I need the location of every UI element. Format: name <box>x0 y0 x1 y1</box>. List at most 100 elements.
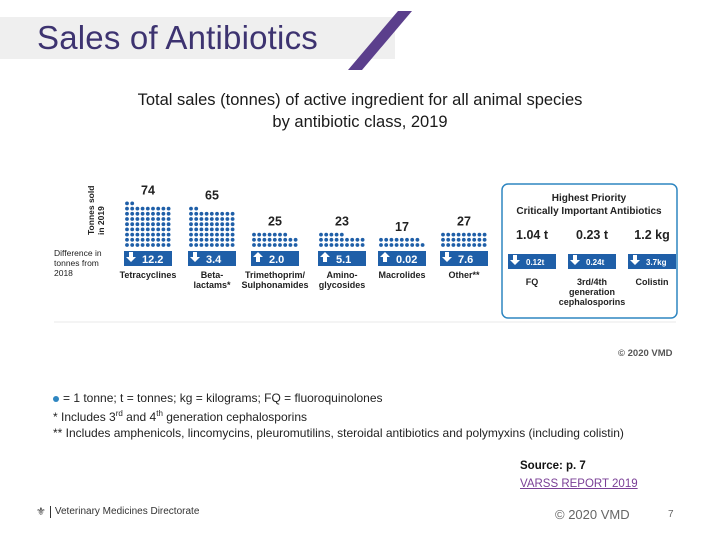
hpcia-category-label: cephalosporins <box>559 297 626 307</box>
tonne-dot <box>151 206 155 211</box>
tonne-dot <box>420 243 425 247</box>
tonne-dot <box>130 222 135 227</box>
arrow-up-icon <box>253 252 263 262</box>
tonne-dot-icon <box>53 395 59 402</box>
tonne-dot <box>130 217 135 221</box>
tonne-dot <box>156 227 161 232</box>
tonne-dot <box>204 237 209 242</box>
category-label: Sulphonamides <box>241 280 308 290</box>
tonne-dot <box>130 227 135 232</box>
arrow-down-icon <box>442 252 452 262</box>
tonne-dot <box>145 217 150 221</box>
tonne-dot <box>225 222 230 227</box>
tonne-dot <box>257 237 262 242</box>
tonne-dot <box>204 243 209 247</box>
tonne-dot <box>278 232 282 237</box>
report-link[interactable]: VARSS REPORT 2019 <box>520 478 638 490</box>
tonne-dot <box>125 211 129 216</box>
subtitle-line-1: Total sales (tonnes) of active ingredien… <box>137 91 583 109</box>
tonne-dot <box>209 237 214 242</box>
difference-value: 3.4 <box>206 254 222 266</box>
category-label: Amino- <box>327 270 358 280</box>
slide-title: Sales of Antibiotics <box>37 19 318 56</box>
tonne-dot <box>194 243 199 247</box>
tonne-dot <box>194 232 199 237</box>
footnote-1: * Includes 3rd and 4th generation cephal… <box>53 409 307 424</box>
tonne-dot <box>262 237 267 242</box>
tonne-dot <box>379 237 383 242</box>
tonne-dot <box>324 243 329 247</box>
tonne-dot <box>472 243 477 247</box>
tonne-dot <box>125 227 129 232</box>
hpcia-sales-value: 1.04 t <box>516 228 549 242</box>
tonne-dot <box>482 232 487 237</box>
hpcia-difference-box <box>568 254 616 269</box>
tonne-dot <box>209 232 214 237</box>
value-label: 23 <box>335 215 349 229</box>
tonne-dot <box>272 243 277 247</box>
tonne-dot <box>161 243 166 247</box>
hpcia-category-label: FQ <box>526 277 539 287</box>
difference-value: 0.02 <box>396 254 417 266</box>
tonne-dot <box>360 237 365 242</box>
y-axis-label: Tonnes soldin 2019 <box>86 186 106 235</box>
tonne-dot <box>189 237 193 242</box>
tonne-dot <box>166 211 171 216</box>
tonne-dot <box>230 237 235 242</box>
tonne-dot <box>189 222 193 227</box>
hpcia-difference-value: 0.24t <box>586 258 605 267</box>
tonne-dot <box>252 237 256 242</box>
tonne-dot <box>130 237 135 242</box>
category-label: Other** <box>448 270 480 280</box>
tonne-dot <box>189 232 193 237</box>
tonne-dot <box>339 237 344 242</box>
tonne-dot <box>166 232 171 237</box>
tonne-dot <box>151 237 155 242</box>
tonne-dot <box>215 232 219 237</box>
tonne-dot <box>145 222 150 227</box>
tonne-dot <box>389 237 394 242</box>
tonne-dot <box>267 243 272 247</box>
tonne-dot <box>267 237 272 242</box>
tonne-dot <box>194 222 199 227</box>
tonne-dot <box>467 243 471 247</box>
tonne-dot <box>215 227 219 232</box>
difference-box <box>188 251 236 266</box>
tonne-dot <box>257 243 262 247</box>
tonne-dot <box>215 217 219 221</box>
tonne-dot <box>156 243 161 247</box>
tonne-dot <box>355 237 360 242</box>
tonne-dot <box>189 227 193 232</box>
footnote-2: ** Includes amphenicols, lincomycins, pl… <box>53 426 624 440</box>
tonne-dot <box>472 232 477 237</box>
tonne-dot <box>135 211 140 216</box>
title-band <box>0 17 395 59</box>
tonne-dot <box>209 222 214 227</box>
tonne-dot <box>339 232 344 237</box>
value-label: 74 <box>141 183 155 197</box>
tonne-dot <box>140 217 145 221</box>
tonne-dot <box>319 232 323 237</box>
tonne-dot <box>461 237 466 242</box>
tonne-dot <box>130 201 135 206</box>
tonne-dot <box>151 211 155 216</box>
tonne-dot <box>135 227 140 232</box>
tonne-dot <box>441 232 445 237</box>
arrow-down-icon <box>510 255 520 265</box>
tonne-dot <box>451 232 456 237</box>
category-label: lactams* <box>193 280 231 290</box>
tonne-dot <box>140 222 145 227</box>
tonne-dot <box>199 217 204 221</box>
arrow-up-icon <box>380 252 390 262</box>
tonne-dot <box>161 232 166 237</box>
tonne-dot <box>161 237 166 242</box>
tonne-dot <box>272 237 277 242</box>
tonne-dot <box>252 243 256 247</box>
tonne-dot <box>140 211 145 216</box>
tonne-dot <box>283 243 288 247</box>
tonne-dot <box>194 217 199 221</box>
tonne-dot <box>204 227 209 232</box>
tonne-dot <box>405 243 409 247</box>
tonne-dot <box>334 243 339 247</box>
logo-divider <box>49 505 51 518</box>
